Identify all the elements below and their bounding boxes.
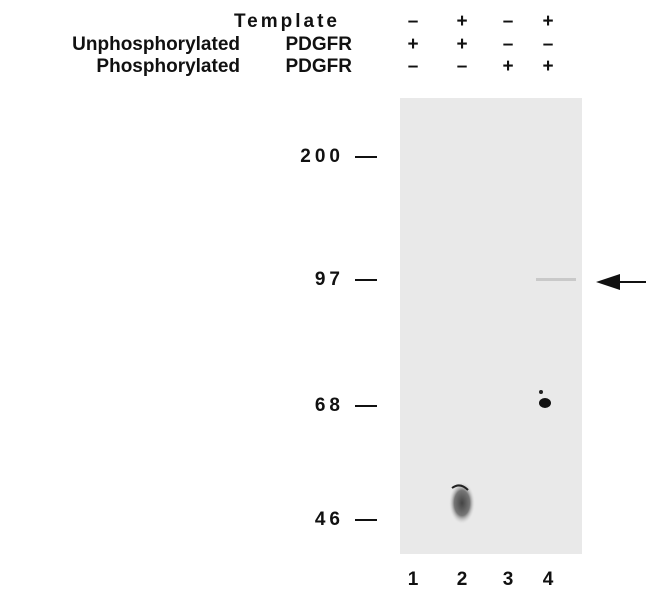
condition-sign: – bbox=[543, 34, 554, 55]
condition-sign: + bbox=[456, 11, 467, 32]
gel bbox=[400, 98, 582, 554]
condition-sign: – bbox=[503, 11, 514, 32]
condition-target: PDGFR bbox=[286, 56, 353, 77]
condition-sign: – bbox=[408, 56, 419, 77]
marker-label: 68 bbox=[315, 395, 344, 416]
condition-sign: + bbox=[407, 34, 418, 55]
condition-sign: + bbox=[542, 11, 553, 32]
marker-label: 97 bbox=[315, 269, 344, 290]
arrow-head bbox=[596, 274, 620, 290]
marker-label: 200 bbox=[300, 146, 344, 167]
condition-label: Phosphorylated bbox=[96, 56, 240, 77]
condition-target: PDGFR bbox=[286, 34, 353, 55]
condition-sign: – bbox=[408, 11, 419, 32]
lane-number: 1 bbox=[408, 569, 419, 590]
dark-spot bbox=[539, 390, 543, 394]
marker-label: 46 bbox=[315, 509, 344, 530]
lane-number: 2 bbox=[457, 569, 468, 590]
condition-label: Unphosphorylated bbox=[72, 34, 240, 55]
condition-sign: + bbox=[502, 56, 513, 77]
condition-label: Template bbox=[234, 11, 340, 32]
lane-number: 4 bbox=[543, 569, 554, 590]
condition-sign: + bbox=[456, 34, 467, 55]
lane-number: 3 bbox=[503, 569, 514, 590]
faint-band bbox=[536, 278, 576, 281]
dark-spot bbox=[539, 398, 551, 408]
condition-sign: + bbox=[542, 56, 553, 77]
condition-sign: – bbox=[457, 56, 468, 77]
condition-sign: – bbox=[503, 34, 514, 55]
blot-figure: Template–+–+UnphosphorylatedPDGFR++––Pho… bbox=[0, 0, 646, 595]
